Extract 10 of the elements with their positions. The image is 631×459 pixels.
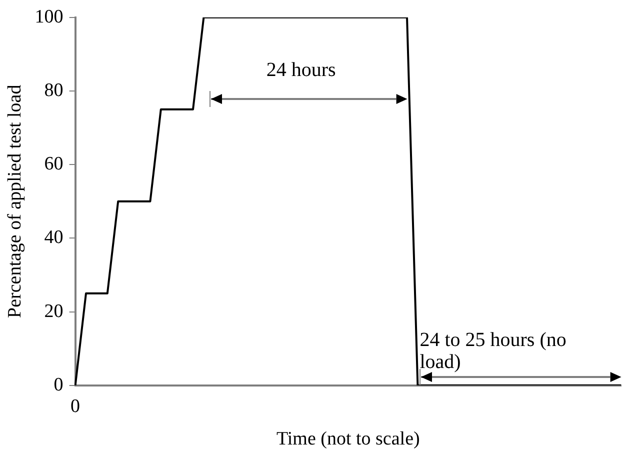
- y-tick-label: 20: [44, 300, 64, 322]
- y-tick-label: 100: [34, 6, 64, 28]
- x-axis-title: Time (not to scale): [276, 428, 420, 450]
- y-tick-label: 60: [44, 154, 64, 175]
- annotation: 24 hours: [266, 59, 336, 81]
- annotation: 24 to 25 hours (no load): [420, 329, 568, 374]
- y-tick-label: 40: [44, 227, 64, 248]
- y-axis-title: Percentage of applied test load: [4, 84, 26, 318]
- y-tick-label: 80: [44, 80, 64, 101]
- y-tick-label: 0: [54, 374, 64, 396]
